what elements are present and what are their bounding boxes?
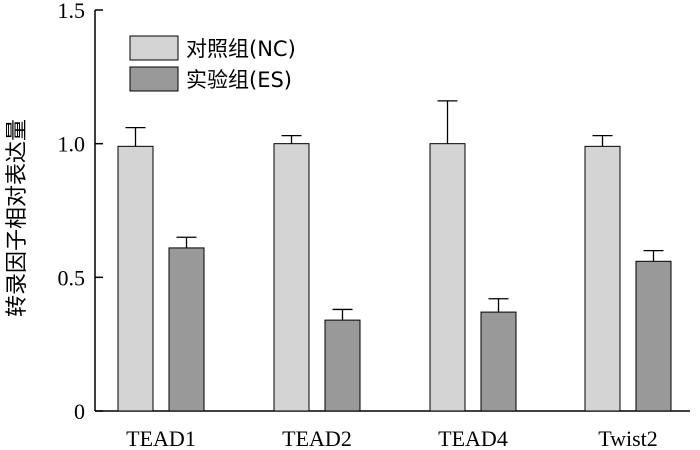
bar — [584, 145, 621, 412]
x-tick-label: TEAD4 — [438, 426, 508, 450]
bar — [635, 260, 672, 412]
y-tick-label: 0 — [74, 399, 85, 424]
x-tick-label: TEAD2 — [282, 426, 352, 450]
y-tick-label: 1.5 — [58, 0, 86, 23]
legend-swatch — [129, 35, 179, 61]
bar — [168, 247, 205, 412]
bar — [429, 143, 466, 412]
legend-swatch — [129, 66, 179, 92]
x-tick-label: Twist2 — [598, 426, 658, 450]
bar — [480, 311, 517, 412]
x-tick-label: TEAD1 — [126, 426, 196, 450]
y-tick-label: 0.5 — [58, 265, 86, 290]
legend-label: 对照组(NC) — [186, 37, 296, 61]
legend: 对照组(NC) 实验组(ES) — [129, 35, 296, 92]
bars — [117, 100, 672, 412]
y-tick-label: 1.0 — [58, 132, 86, 157]
bar — [324, 319, 361, 412]
axes: 0 0.5 1.0 1.5 TEAD1 TEAD2 TEAD4 Twist2 — [58, 0, 690, 450]
bar — [117, 145, 154, 412]
y-axis-label: 转录因子相对表达量 — [5, 119, 30, 317]
legend-label: 实验组(ES) — [186, 68, 292, 92]
bar — [273, 143, 310, 412]
